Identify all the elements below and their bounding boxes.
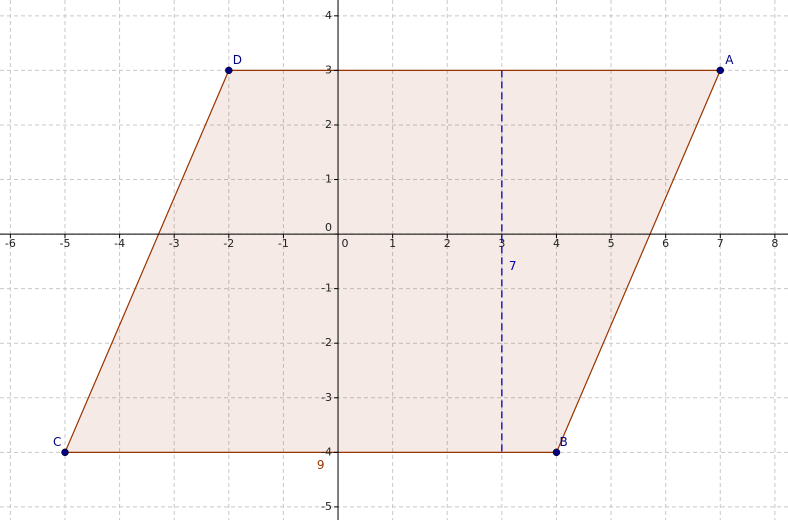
y-tick-label: 1: [325, 173, 332, 186]
y-tick-label: 2: [325, 118, 332, 131]
x-tick-label: 8: [771, 237, 778, 250]
x-tick-label: -1: [278, 237, 289, 250]
point: [716, 66, 725, 75]
height-label: 7: [509, 259, 517, 273]
x-tick-label: 1: [389, 237, 396, 250]
x-tick-label: -6: [5, 237, 16, 250]
y-tick-label: 4: [325, 9, 332, 22]
parallelogram: [64, 69, 722, 453]
x-tick-label: 7: [717, 237, 724, 250]
y-tick-label: 0: [325, 221, 332, 234]
x-tick-label: 4: [553, 237, 560, 250]
x-tick-label: 5: [608, 237, 615, 250]
base-label: 9: [317, 458, 325, 472]
y-tick-label: 3: [325, 63, 332, 76]
point-label: D: [233, 53, 242, 67]
y-tick-label: -3: [321, 391, 332, 404]
x-tick-label: 6: [662, 237, 669, 250]
point-label: C: [53, 435, 61, 449]
point-label: A: [725, 53, 734, 67]
y-tick-label: -4: [321, 445, 332, 458]
x-tick-label: 3: [498, 237, 505, 250]
x-tick-label: 0: [342, 237, 349, 250]
point: [225, 66, 233, 75]
x-tick-label: -2: [223, 237, 234, 250]
point: [61, 448, 69, 457]
x-tick-label: -5: [59, 237, 70, 250]
y-tick-label: -1: [321, 282, 332, 295]
y-tick-label: -2: [321, 336, 332, 349]
y-tick-label: -5: [321, 500, 332, 513]
x-tick-label: -4: [114, 237, 125, 250]
point-label: B: [559, 435, 567, 449]
x-tick-label: 2: [444, 237, 451, 250]
point: [552, 448, 561, 457]
x-tick-label: -3: [169, 237, 180, 250]
